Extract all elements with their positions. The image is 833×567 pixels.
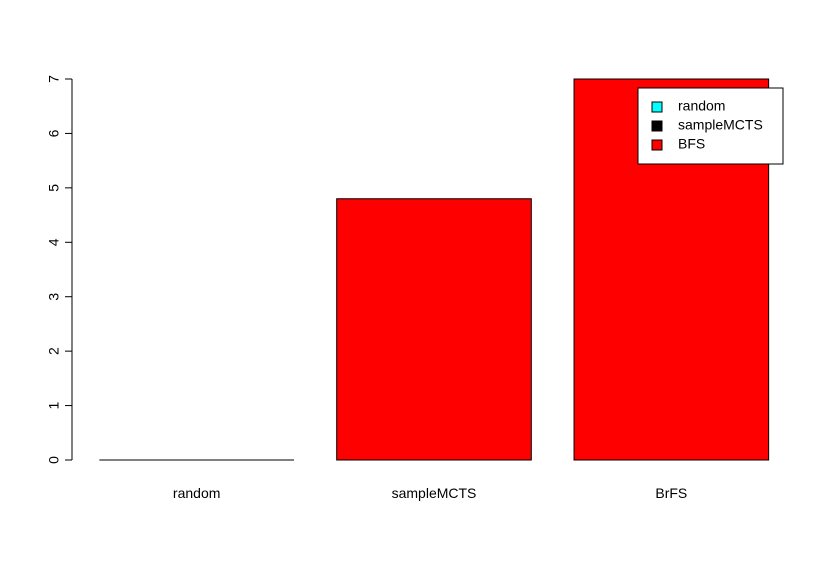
legend-label: BFS [678,136,705,152]
legend-swatch [651,101,663,113]
y-tick-label: 1 [46,401,62,409]
y-tick-label: 0 [46,456,62,464]
legend-swatch [651,139,663,151]
y-axis: 0 1 2 3 4 5 6 7 [46,75,73,464]
legend: random sampleMCTS BFS [637,87,784,165]
y-tick-label: 2 [46,347,62,355]
x-tick-label: random [173,485,220,501]
legend-label: sampleMCTS [678,117,763,133]
legend-box [637,87,784,165]
x-axis-labels: random sampleMCTS BrFS [173,485,687,501]
legend-swatch [651,120,663,132]
y-tick-label: 5 [46,184,62,192]
legend-label: random [678,98,725,114]
y-tick-label: 7 [46,75,62,83]
x-tick-label: sampleMCTS [392,485,477,501]
y-tick-label: 6 [46,129,62,137]
y-tick-label: 4 [46,238,62,246]
x-tick-label: BrFS [655,485,687,501]
bar-sampleMCTS [336,198,532,461]
y-tick-label: 3 [46,293,62,301]
